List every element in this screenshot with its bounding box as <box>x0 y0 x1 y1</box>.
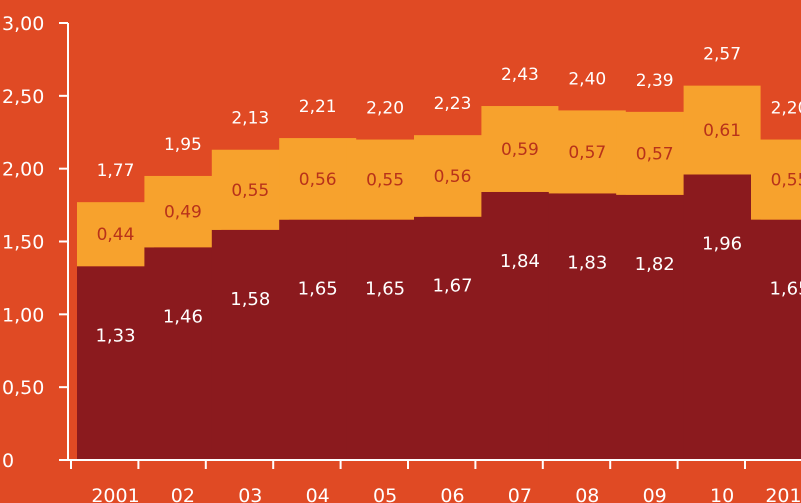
x-tick-label: 08 <box>575 485 599 503</box>
bar-label-bottom: 1,67 <box>432 276 472 297</box>
bar-label-top: 0,44 <box>97 225 135 245</box>
bar-label-total: 2,23 <box>434 94 472 114</box>
bar-label-top: 0,55 <box>231 181 269 201</box>
y-tick-label: 3,00 <box>2 13 44 35</box>
bar-label-top: 0,56 <box>299 170 337 190</box>
bar-label-total: 1,95 <box>164 135 202 155</box>
bar-segment-bottom <box>481 191 559 460</box>
bar-segment-bottom <box>414 216 491 460</box>
bar-label-total: 2,39 <box>636 71 674 91</box>
bar-segment-bottom <box>144 247 222 460</box>
bar-segment-bottom <box>211 229 289 460</box>
x-tick-label: 09 <box>643 485 667 503</box>
y-tick-label: 1,50 <box>2 232 44 254</box>
bar-segment-bottom <box>751 219 801 460</box>
y-tick-label: 0 <box>2 450 14 472</box>
bar-segment-bottom <box>279 219 357 460</box>
bar-label-bottom: 1,82 <box>635 254 675 275</box>
bar-label-total: 2,40 <box>568 69 606 89</box>
bar-segment-bottom <box>548 193 626 460</box>
bar-segment-bottom <box>346 219 424 460</box>
bar-label-top: 0,55 <box>771 171 801 191</box>
bar-label-total: 2,13 <box>231 109 269 129</box>
bar-segment-top <box>481 106 559 192</box>
bar-segment-top <box>77 202 154 267</box>
bar-label-total: 2,57 <box>703 45 741 65</box>
bar-label-bottom: 1,58 <box>230 289 270 310</box>
bar-label-top: 0,57 <box>568 143 606 163</box>
bar-label-total: 2,20 <box>771 99 801 119</box>
x-tick-label: 06 <box>440 485 464 503</box>
x-tick-label: 03 <box>238 485 262 503</box>
bar-segment-top <box>683 85 761 175</box>
bar-segment-top <box>144 175 222 248</box>
bar-segment-top <box>211 149 289 230</box>
bar-segment-top <box>346 139 424 220</box>
bar-label-bottom: 1,46 <box>163 306 203 327</box>
bar-label-top: 0,55 <box>366 171 404 191</box>
bar-label-top: 0,56 <box>434 167 472 187</box>
bar-label-bottom: 1,33 <box>95 325 135 346</box>
x-tick-label: 2001 <box>91 485 139 503</box>
bar-label-total: 1,77 <box>97 161 135 181</box>
bar-label-top: 0,59 <box>501 140 539 160</box>
y-tick-label: 2,00 <box>2 159 44 181</box>
x-tick-label: 04 <box>306 485 330 503</box>
y-tick-label: 2,50 <box>2 86 44 108</box>
bar-segment-top <box>751 139 801 220</box>
bar-label-bottom: 1,96 <box>702 233 742 254</box>
x-tick-label: 07 <box>508 485 532 503</box>
bars: 1,33 0,44 1,77 1,46 0,49 1,95 1,58 0,55 2,13 1,65… <box>77 45 801 461</box>
bar-label-bottom: 1,65 <box>769 279 801 300</box>
y-tick-label: 0,50 <box>2 377 44 399</box>
bar-label-bottom: 1,84 <box>500 251 540 272</box>
x-tick-label: 10 <box>710 485 734 503</box>
bar-segment-bottom <box>77 266 154 460</box>
x-tick-label: 2011 <box>765 485 801 503</box>
bar-label-top: 0,61 <box>703 121 741 141</box>
bar-segment-top <box>279 138 357 220</box>
y-axis: 0 0,50 1,00 1,50 2,00 2,50 3,00 <box>2 13 69 472</box>
bar-label-total: 2,43 <box>501 65 539 85</box>
x-tick-label: 05 <box>373 485 397 503</box>
x-tick-label: 02 <box>171 485 195 503</box>
bar-segment-top <box>548 110 626 194</box>
bar-label-top: 0,57 <box>636 144 674 164</box>
bar-label-bottom: 1,83 <box>567 252 607 273</box>
bar-segment-bottom <box>683 174 761 460</box>
y-tick-label: 1,00 <box>2 304 44 326</box>
bar-label-top: 0,49 <box>164 203 202 223</box>
bar-segment-top <box>414 135 491 217</box>
bar-label-total: 2,20 <box>366 99 404 119</box>
bar-segment-bottom <box>616 194 694 461</box>
x-axis: 2001 02 03 04 05 06 07 08 09 10 2011 <box>68 459 801 503</box>
bar-segment-top <box>616 111 694 195</box>
bar-label-bottom: 1,65 <box>365 279 405 300</box>
bar-label-total: 2,21 <box>299 97 337 117</box>
bar-label-bottom: 1,65 <box>298 279 338 300</box>
